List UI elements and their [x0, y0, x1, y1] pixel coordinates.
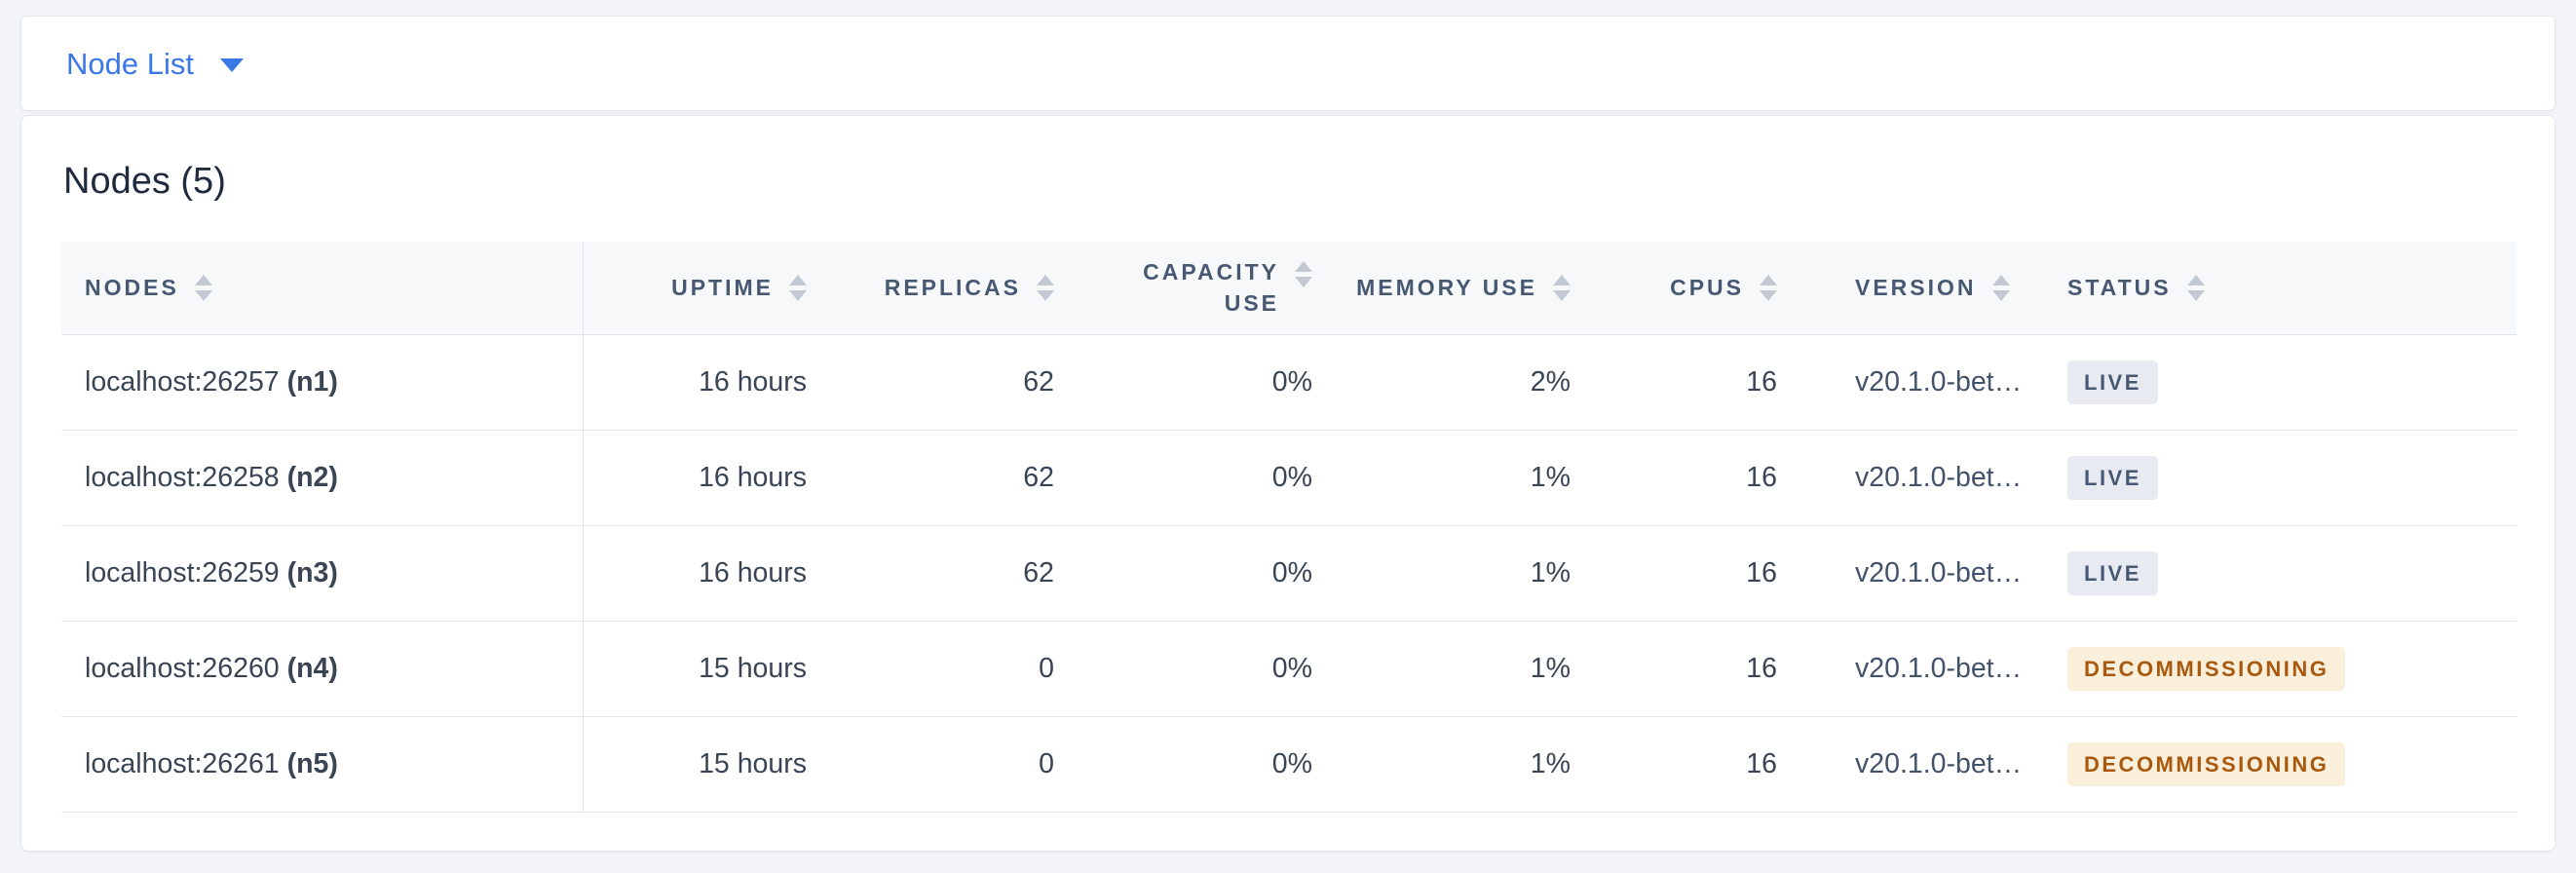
- view-selector-dropdown[interactable]: Node List: [66, 49, 244, 79]
- column-header-status[interactable]: STATUS: [2056, 241, 2517, 335]
- column-header-version[interactable]: VERSION: [1797, 241, 2056, 335]
- node-address-cell: localhost:26260 (n4): [61, 621, 584, 717]
- view-selector-label: Node List: [66, 46, 194, 81]
- node-list-table: NODES UPTIME REPLICAS CAPACITY USE MEMOR…: [61, 241, 2517, 813]
- sort-icon: [1992, 275, 2010, 301]
- capacity-use-cell: 0%: [1074, 525, 1332, 622]
- cpus-cell: 16: [1590, 525, 1797, 622]
- node-address-cell: localhost:26257 (n1): [61, 334, 584, 431]
- table-header-row: NODES UPTIME REPLICAS CAPACITY USE MEMOR…: [61, 241, 2517, 335]
- table-row: localhost:26261 (n5) 15 hours 0 0% 1% 16…: [61, 716, 2517, 813]
- node-id: (n3): [286, 557, 338, 588]
- status-badge: LIVE: [2067, 551, 2158, 595]
- memory-use-cell: 1%: [1332, 716, 1590, 813]
- cpus-cell: 16: [1590, 430, 1797, 526]
- sort-icon: [1037, 275, 1054, 301]
- memory-use-cell: 1%: [1332, 525, 1590, 622]
- status-cell: LIVE: [2056, 334, 2517, 431]
- memory-use-cell: 2%: [1332, 334, 1590, 431]
- sort-icon: [1553, 275, 1571, 301]
- uptime-cell: 16 hours: [583, 334, 826, 431]
- sort-icon: [789, 275, 807, 301]
- status-cell: DECOMMISSIONING: [2056, 621, 2517, 717]
- column-header-cpus[interactable]: CPUS: [1590, 241, 1797, 335]
- status-badge: LIVE: [2067, 456, 2158, 500]
- node-id: (n1): [286, 366, 338, 398]
- capacity-use-cell: 0%: [1074, 430, 1332, 526]
- sort-icon: [1760, 275, 1777, 301]
- sort-icon: [195, 275, 212, 301]
- version-cell: v20.1.0-bet…: [1797, 334, 2056, 431]
- table-row: localhost:26260 (n4) 15 hours 0 0% 1% 16…: [61, 621, 2517, 717]
- status-badge: LIVE: [2067, 361, 2158, 404]
- node-address-cell: localhost:26258 (n2): [61, 430, 584, 526]
- uptime-cell: 15 hours: [583, 621, 826, 717]
- node-id: (n5): [286, 748, 338, 779]
- memory-use-cell: 1%: [1332, 621, 1590, 717]
- table-row: localhost:26258 (n2) 16 hours 62 0% 1% 1…: [61, 430, 2517, 526]
- cpus-cell: 16: [1590, 334, 1797, 431]
- nodes-panel: Nodes (5) NODES UPTIME REPLICAS CAPACITY…: [20, 115, 2556, 852]
- table-row: localhost:26259 (n3) 16 hours 62 0% 1% 1…: [61, 525, 2517, 622]
- replicas-cell: 62: [826, 525, 1074, 622]
- version-cell: v20.1.0-bet…: [1797, 716, 2056, 813]
- node-id: (n4): [286, 653, 338, 684]
- table-row: localhost:26257 (n1) 16 hours 62 0% 2% 1…: [61, 334, 2517, 431]
- node-address-cell: localhost:26259 (n3): [61, 525, 584, 622]
- version-cell: v20.1.0-bet…: [1797, 621, 2056, 717]
- status-cell: LIVE: [2056, 525, 2517, 622]
- capacity-use-cell: 0%: [1074, 334, 1332, 431]
- replicas-cell: 0: [826, 621, 1074, 717]
- sort-icon: [1295, 261, 1312, 287]
- capacity-use-cell: 0%: [1074, 621, 1332, 717]
- status-badge: DECOMMISSIONING: [2067, 742, 2346, 786]
- status-cell: DECOMMISSIONING: [2056, 716, 2517, 813]
- cpus-cell: 16: [1590, 621, 1797, 717]
- node-address-cell: localhost:26261 (n5): [61, 716, 584, 813]
- column-header-capacity-use[interactable]: CAPACITY USE: [1074, 241, 1332, 335]
- view-selector-bar: Node List: [20, 16, 2556, 111]
- status-badge: DECOMMISSIONING: [2067, 647, 2346, 691]
- node-id: (n2): [286, 462, 338, 493]
- column-header-replicas[interactable]: REPLICAS: [826, 241, 1074, 335]
- uptime-cell: 16 hours: [583, 430, 826, 526]
- replicas-cell: 62: [826, 334, 1074, 431]
- capacity-use-cell: 0%: [1074, 716, 1332, 813]
- page-title: Nodes (5): [63, 161, 226, 202]
- column-header-uptime[interactable]: UPTIME: [583, 241, 826, 335]
- version-cell: v20.1.0-bet…: [1797, 525, 2056, 622]
- column-header-memory-use[interactable]: MEMORY USE: [1332, 241, 1590, 335]
- caret-down-icon: [219, 57, 244, 72]
- replicas-cell: 0: [826, 716, 1074, 813]
- sort-icon: [2187, 275, 2205, 301]
- replicas-cell: 62: [826, 430, 1074, 526]
- memory-use-cell: 1%: [1332, 430, 1590, 526]
- version-cell: v20.1.0-bet…: [1797, 430, 2056, 526]
- column-header-nodes[interactable]: NODES: [61, 241, 584, 335]
- cpus-cell: 16: [1590, 716, 1797, 813]
- uptime-cell: 15 hours: [583, 716, 826, 813]
- status-cell: LIVE: [2056, 430, 2517, 526]
- uptime-cell: 16 hours: [583, 525, 826, 622]
